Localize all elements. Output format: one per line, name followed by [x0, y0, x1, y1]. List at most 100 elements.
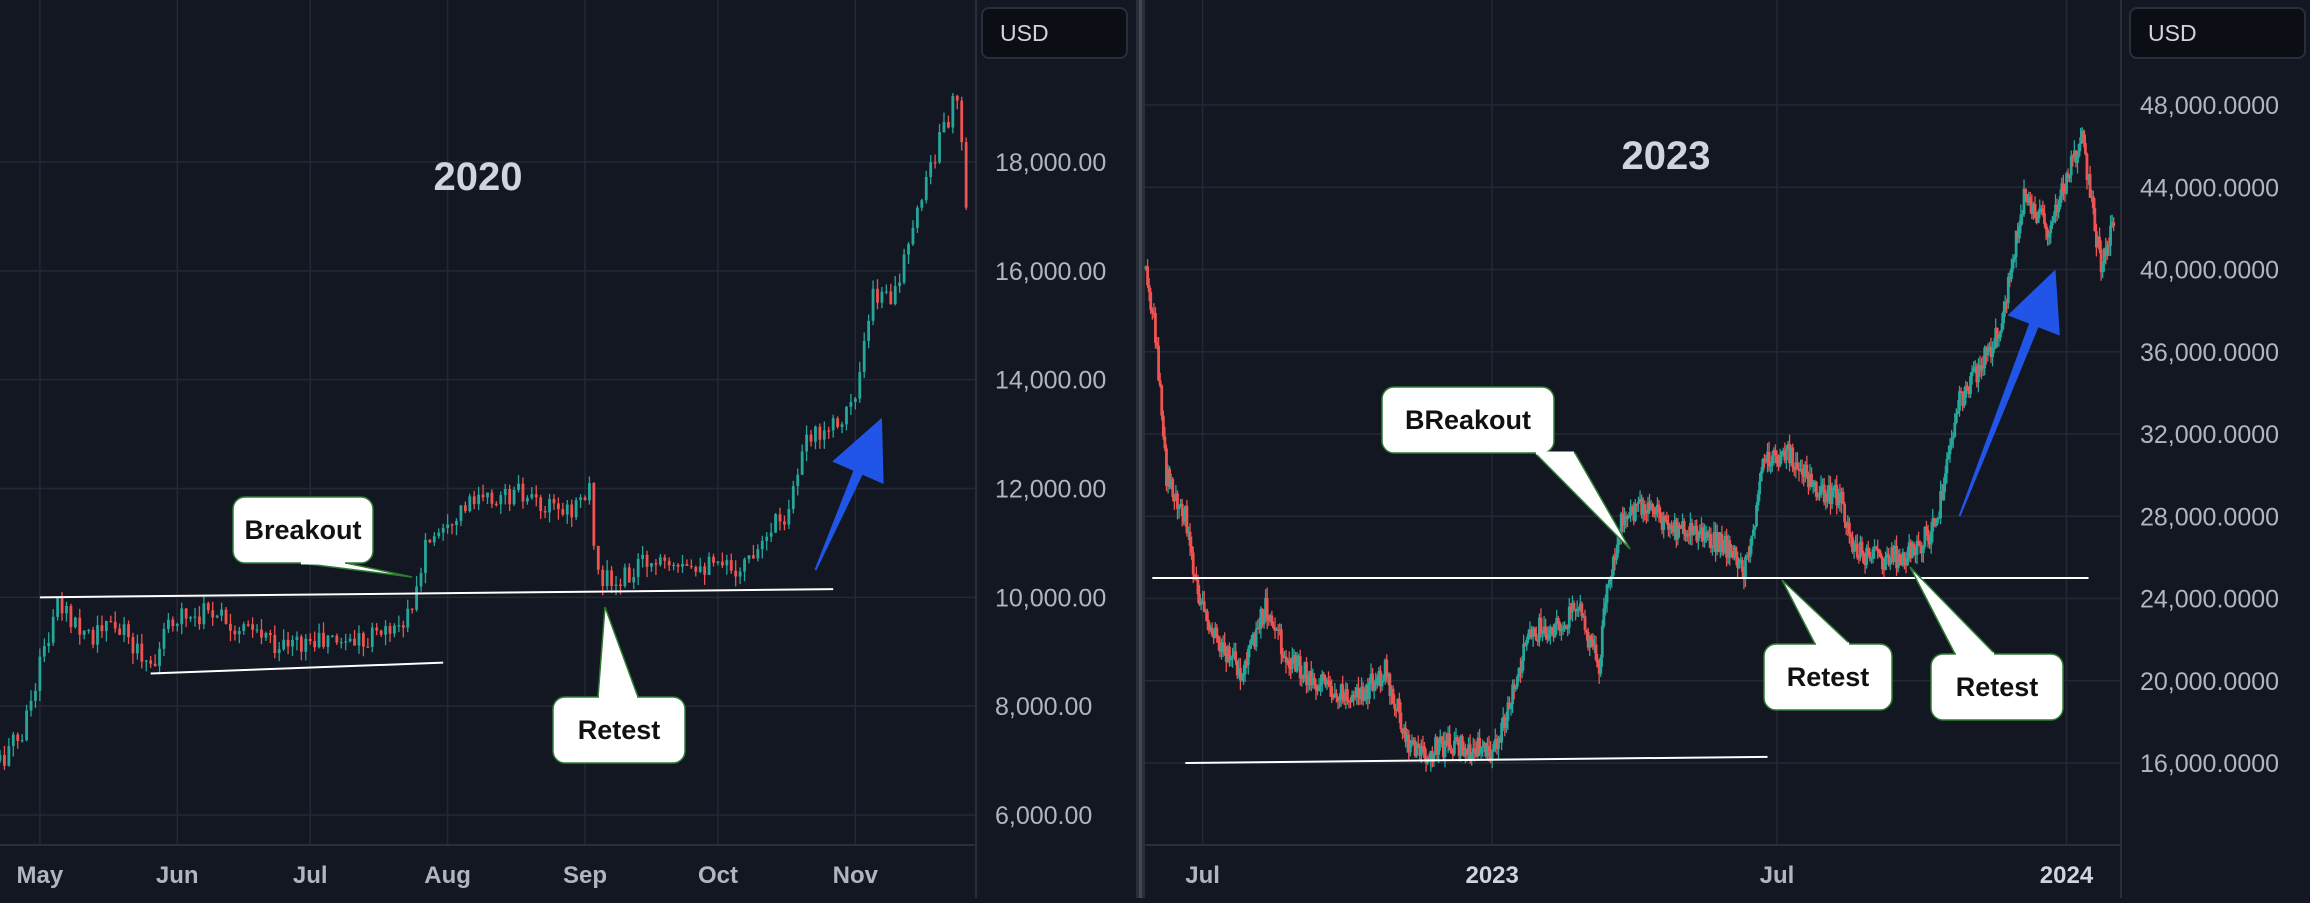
candle-body [1412, 740, 1415, 742]
currency-button[interactable]: USD [981, 7, 1128, 59]
candle-body [1204, 611, 1208, 613]
candle [69, 603, 73, 634]
candle [1690, 518, 1694, 546]
candle [641, 546, 645, 568]
candle [1416, 735, 1420, 748]
candle-body [1223, 642, 1227, 654]
candle-body [1616, 530, 1620, 554]
candle-body [1788, 444, 1791, 463]
candle [1774, 444, 1777, 463]
candle-body [1720, 533, 1724, 546]
candle [1578, 594, 1582, 612]
candle-body [335, 635, 339, 643]
panel-divider-handle[interactable] [1139, 0, 1142, 898]
candle-body [2046, 229, 2050, 238]
candle-body [1235, 660, 1239, 676]
candle [1276, 624, 1280, 640]
candle [1377, 667, 1381, 686]
candle [1794, 452, 1798, 479]
candle-body [1646, 502, 1650, 514]
candle [2047, 231, 2051, 246]
candle-body [747, 555, 751, 560]
candle-body [1542, 626, 1546, 633]
candle [1537, 613, 1541, 647]
candle-body [689, 565, 693, 568]
candle-body [1202, 601, 1206, 612]
candle [29, 690, 33, 717]
candle [769, 522, 773, 543]
candle [1437, 738, 1441, 764]
candle [1204, 608, 1208, 622]
candle [2069, 150, 2073, 183]
candle-body [1885, 554, 1889, 557]
callout-label: BReakout [1405, 405, 1531, 435]
candle-body [1177, 505, 1181, 510]
candle-body [1443, 740, 1447, 758]
candle-body [1991, 347, 1994, 358]
annotation-callout[interactable]: Retest [1763, 579, 1893, 711]
candle [1500, 718, 1504, 751]
candle [1261, 608, 1264, 628]
candle [938, 123, 941, 165]
candle [1379, 665, 1382, 693]
candle [1633, 499, 1637, 523]
candle-body [1256, 627, 1260, 630]
candle-body [20, 740, 24, 742]
candle-body [1440, 736, 1444, 741]
annotation-callout[interactable]: Breakout [232, 496, 413, 578]
candle-body [1874, 546, 1878, 549]
annotation-callout[interactable]: BReakout [1381, 386, 1631, 550]
currency-button-bg[interactable] [981, 7, 1128, 59]
candle [1714, 522, 1718, 562]
candle-body [1959, 391, 1963, 393]
candle [685, 559, 689, 566]
candle-body [1770, 455, 1774, 464]
candle-body [1915, 541, 1919, 555]
candle-body [654, 563, 658, 565]
candle-body [1740, 560, 1744, 572]
candle-body [1711, 546, 1714, 548]
candle-body [1780, 451, 1784, 456]
candle [1399, 702, 1403, 733]
candle [1805, 455, 1809, 480]
candle [140, 633, 144, 669]
candle-body [1833, 484, 1837, 489]
currency-button[interactable]: USD [2129, 7, 2306, 59]
candle-body [1180, 503, 1184, 517]
candle [2000, 312, 2004, 334]
candle [1361, 682, 1365, 706]
candle-body [738, 571, 742, 577]
annotation-callout[interactable]: Retest [1909, 566, 2064, 721]
candle-body [2074, 150, 2078, 163]
candle-body [1490, 750, 1494, 759]
candle [51, 609, 55, 646]
candle [1796, 452, 1799, 470]
candle-body [849, 402, 853, 407]
candle [1542, 616, 1546, 638]
candle-body [1786, 444, 1790, 449]
candle [1158, 372, 1162, 388]
candle [1390, 685, 1393, 705]
candle [189, 615, 192, 622]
candle-body [929, 162, 933, 177]
candle-body [1405, 734, 1409, 743]
candle [1210, 622, 1214, 637]
candle-body [1879, 553, 1883, 558]
annotation-callout[interactable]: Retest [552, 606, 686, 764]
candle-body [1322, 674, 1326, 678]
candle-body [805, 434, 808, 452]
candle [596, 545, 600, 575]
candle-body [2000, 323, 2004, 332]
candle-body [1619, 513, 1623, 536]
candle [11, 731, 15, 757]
candle [1984, 345, 1988, 365]
candle [229, 613, 232, 642]
candle [180, 602, 184, 635]
candle-body [1715, 532, 1719, 552]
candle-body [122, 624, 126, 635]
candle-body [1512, 684, 1516, 689]
trend-arrow [814, 417, 884, 571]
currency-button-bg[interactable] [2129, 7, 2306, 59]
candle [255, 624, 259, 634]
candle-body [1621, 513, 1625, 526]
